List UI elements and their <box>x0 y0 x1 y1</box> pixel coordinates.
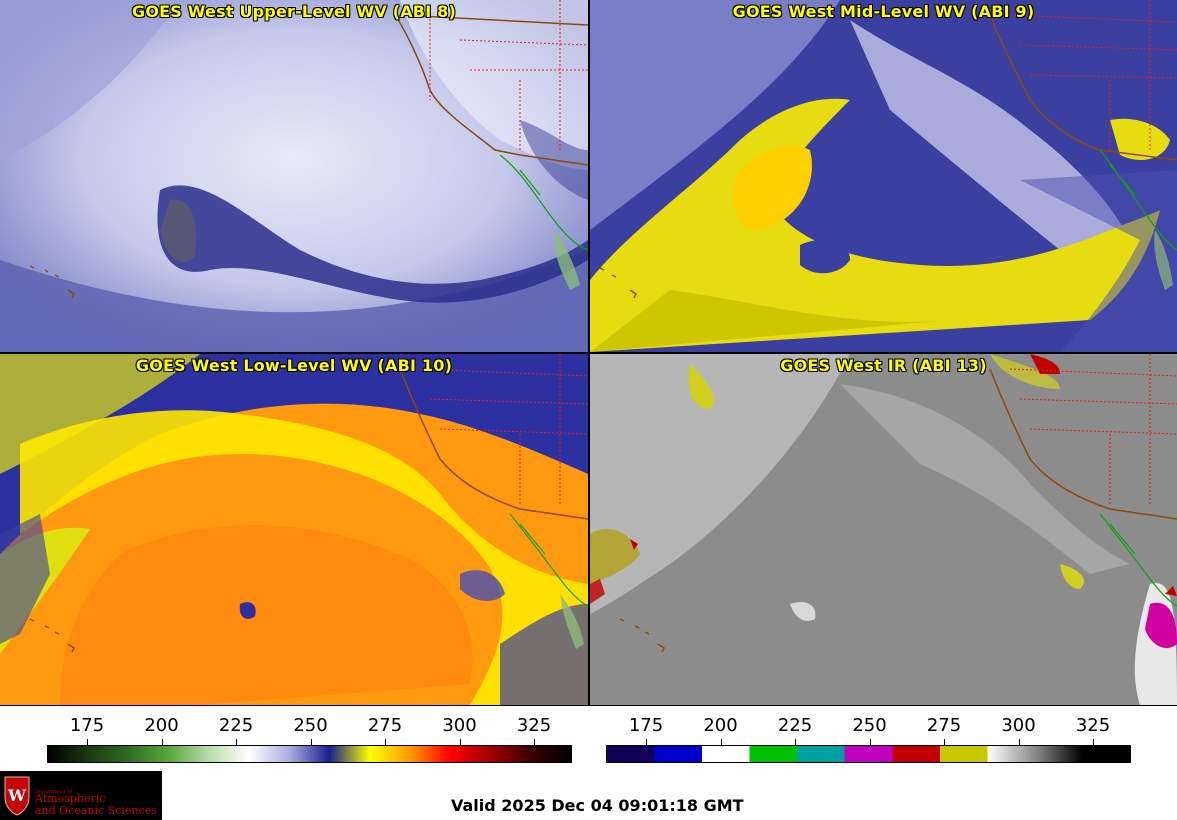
wv-colorbar-tick-label: 275 <box>367 715 403 736</box>
logo-department-line: Department of <box>35 789 72 795</box>
ir-colorbar-tick-mark <box>869 739 871 745</box>
valid-time: Valid 2025 Dec 04 09:01:18 GMT <box>451 796 744 815</box>
low-wv-imagery <box>0 354 588 705</box>
ir-colorbar-tick-label: 325 <box>1075 715 1111 736</box>
wv-colorbar-strip <box>47 745 572 763</box>
wv-colorbar-tick-label: 300 <box>442 715 477 736</box>
wv-colorbar-tick-mark <box>385 739 386 745</box>
ir-colorbar-tick-label: 300 <box>1001 715 1036 736</box>
logo-name-line1: Atmospheric <box>35 792 106 805</box>
wv-colorbar-tick-label: 325 <box>516 715 552 736</box>
wv-colorbar-tick-mark <box>236 739 237 745</box>
satellite-panel-mid-wv: GOES West Mid-Level WV (ABI 9) <box>590 0 1177 352</box>
ir-colorbar-tick-mark <box>1018 739 1020 745</box>
satellite-panel-ir: GOES West IR (ABI 13) <box>590 354 1177 705</box>
panel-title-low-wv: GOES West Low-Level WV (ABI 10) <box>135 356 453 375</box>
aos-logo[interactable]: W Department of Atmospheric and Oceanic … <box>0 771 162 820</box>
satellite-panel-upper-wv: GOES West Upper-Level WV (ABI 8) <box>0 0 588 352</box>
wv-colorbar-tick-mark <box>459 739 461 745</box>
ir-colorbar-tick-label: 250 <box>852 715 887 736</box>
ir-colorbar-strip <box>606 745 1131 763</box>
panel-divider-horizontal <box>0 352 1177 354</box>
wv-colorbar-tick-label: 250 <box>293 715 328 736</box>
logo-name-line2: and Oceanic Sciences <box>35 804 157 817</box>
panel-bottom-border <box>0 705 1177 706</box>
wv-colorbar-tick-label: 200 <box>144 715 179 736</box>
satellite-panel-low-wv: GOES West Low-Level WV (ABI 10) <box>0 354 588 705</box>
wv-colorbar: 175 200 225 250 275 300 325 <box>47 715 572 765</box>
ir-colorbar-tick-label: 175 <box>628 715 664 736</box>
svg-text:W: W <box>7 786 27 805</box>
ir-colorbar-tick-mark <box>646 739 647 745</box>
mid-wv-imagery <box>590 0 1177 352</box>
wv-colorbar-tick-mark <box>310 739 312 745</box>
wv-colorbar-tick-label: 175 <box>69 715 105 736</box>
ir-colorbar-ticks: 175 200 225 250 275 300 325 <box>606 715 1131 737</box>
ir-colorbar-tick-label: 200 <box>703 715 738 736</box>
panel-title-ir: GOES West IR (ABI 13) <box>780 356 987 375</box>
panel-title-mid-wv: GOES West Mid-Level WV (ABI 9) <box>732 2 1035 21</box>
ir-colorbar-tick-label: 275 <box>926 715 962 736</box>
wv-colorbar-tick-label: 225 <box>218 715 254 736</box>
ir-colorbar-tick-mark <box>1093 739 1094 745</box>
wv-colorbar-tick-mark <box>534 739 535 745</box>
wv-colorbar-tick-mark <box>87 739 88 745</box>
ir-colorbar-tick-label: 225 <box>777 715 813 736</box>
upper-wv-imagery <box>0 0 588 352</box>
ir-colorbar-tick-mark <box>944 739 945 745</box>
uw-crest-icon: W <box>4 776 30 816</box>
ir-colorbar-tick-mark <box>795 739 796 745</box>
ir-colorbar-tick-mark <box>720 739 722 745</box>
wv-colorbar-ticks: 175 200 225 250 275 300 325 <box>47 715 572 737</box>
wv-colorbar-tick-mark <box>161 739 163 745</box>
panel-title-upper-wv: GOES West Upper-Level WV (ABI 8) <box>132 2 456 21</box>
ir-colorbar: 175 200 225 250 275 300 325 <box>606 715 1131 765</box>
ir-imagery <box>590 354 1177 705</box>
